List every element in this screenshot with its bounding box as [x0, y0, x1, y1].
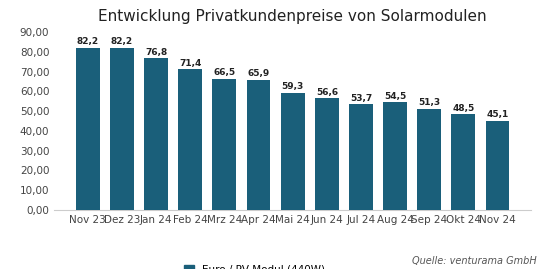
Bar	[76, 48, 100, 210]
Legend: Euro / PV Modul (440W): Euro / PV Modul (440W)	[184, 265, 325, 269]
Text: 82,2: 82,2	[111, 37, 133, 46]
Bar	[451, 114, 475, 210]
Bar	[281, 93, 305, 210]
Title: Entwicklung Privatkundenpreise von Solarmodulen: Entwicklung Privatkundenpreise von Solar…	[98, 9, 487, 24]
Text: 51,3: 51,3	[418, 98, 440, 107]
Text: Quelle: venturama GmbH: Quelle: venturama GmbH	[412, 256, 537, 266]
Text: 56,6: 56,6	[316, 88, 338, 97]
Text: 53,7: 53,7	[350, 94, 372, 102]
Bar	[417, 109, 441, 210]
Text: 65,9: 65,9	[247, 69, 270, 79]
Bar	[247, 80, 270, 210]
Text: 54,5: 54,5	[384, 92, 406, 101]
Text: 48,5: 48,5	[452, 104, 474, 113]
Bar	[349, 104, 373, 210]
Text: 82,2: 82,2	[77, 37, 99, 46]
Bar	[486, 121, 509, 210]
Text: 71,4: 71,4	[179, 59, 202, 68]
Bar	[110, 48, 134, 210]
Bar	[212, 79, 236, 210]
Bar	[178, 69, 202, 210]
Text: 76,8: 76,8	[145, 48, 167, 57]
Bar	[315, 98, 339, 210]
Bar	[144, 58, 168, 210]
Bar	[383, 102, 407, 210]
Text: 66,5: 66,5	[214, 68, 235, 77]
Text: 45,1: 45,1	[486, 111, 508, 119]
Text: 59,3: 59,3	[281, 83, 304, 91]
